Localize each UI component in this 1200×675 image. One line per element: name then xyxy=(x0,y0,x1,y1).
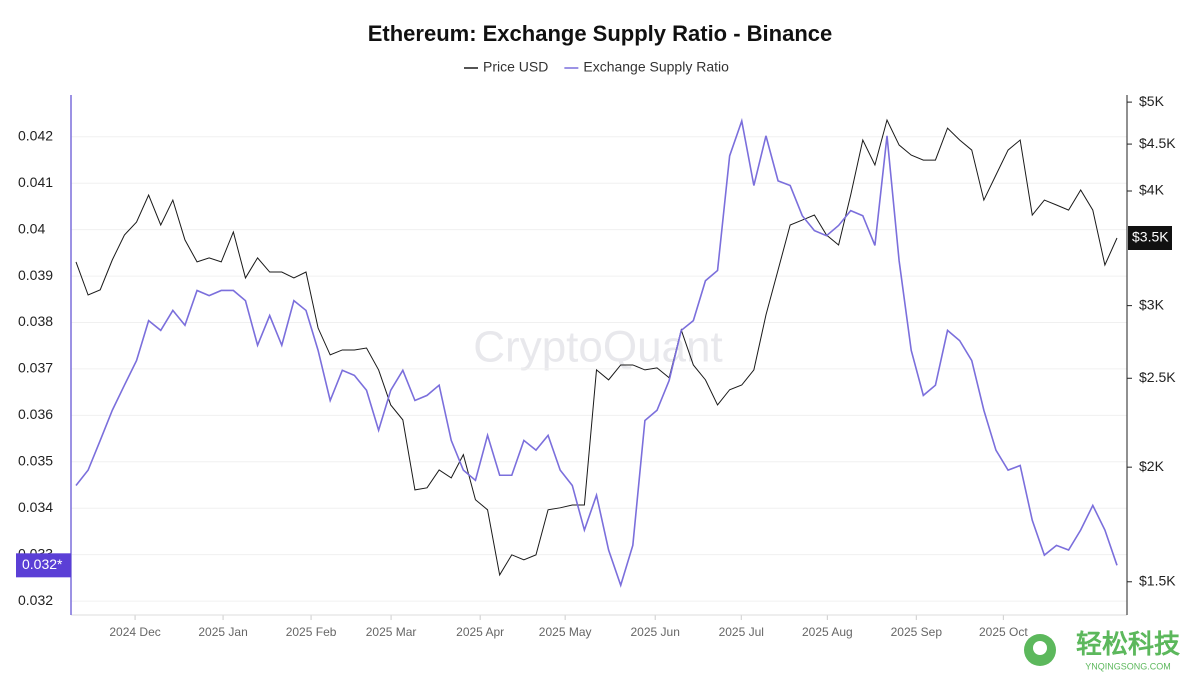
y2-tick-label: $2K xyxy=(1139,458,1165,474)
y2-tick-label: $4.5K xyxy=(1139,135,1176,151)
y2-tick-label: $1.5K xyxy=(1139,572,1176,588)
y2-tick-label: $5K xyxy=(1139,93,1165,109)
y-tick-label: 0.034 xyxy=(18,499,53,515)
current-value-box xyxy=(1128,225,1172,250)
y-tick-label: 0.037 xyxy=(18,360,53,376)
corner-logo: 轻松科技 YNQINGSONG.COM xyxy=(1024,629,1180,671)
y-tick-label: 0.039 xyxy=(18,267,53,283)
x-tick-label: 2025 Jul xyxy=(719,625,764,639)
y-tick-label: 0.038 xyxy=(18,313,53,329)
x-tick-label: 2025 May xyxy=(539,625,592,639)
x-tick-label: 2025 Jan xyxy=(198,625,247,639)
y-tick-label: 0.041 xyxy=(18,174,53,190)
current-value-box xyxy=(16,553,71,578)
y-tick-label: 0.042 xyxy=(18,127,53,143)
x-tick-label: 2025 Feb xyxy=(286,625,337,639)
logo-text: 轻松科技 xyxy=(1076,629,1180,659)
legend-label: Exchange Supply Ratio xyxy=(583,59,729,75)
watermark: CryptoQuant xyxy=(473,323,722,372)
current-value-label: 0.032* xyxy=(22,556,63,572)
x-tick-label: 2025 Jun xyxy=(631,625,680,639)
y2-tick-label: $2.5K xyxy=(1139,369,1176,385)
series-line xyxy=(75,117,1118,588)
y-tick-label: 0.04 xyxy=(18,220,45,236)
y-tick-label: 0.036 xyxy=(18,406,53,422)
logo-url: YNQINGSONG.COM xyxy=(1085,661,1171,671)
x-tick-label: 2025 Oct xyxy=(979,625,1028,639)
x-tick-label: 2025 Aug xyxy=(802,625,853,639)
y2-tick-label: $4K xyxy=(1139,182,1165,198)
logo-eye xyxy=(1033,641,1047,655)
y2-tick-label: $3K xyxy=(1139,296,1165,312)
legend-label: Price USD xyxy=(483,59,548,75)
y-tick-label: 0.035 xyxy=(18,452,53,468)
legend: Price USD Exchange Supply Ratio xyxy=(464,59,729,75)
x-tick-label: 2025 Apr xyxy=(456,625,504,639)
plot-area: 0.0320.0330.0340.0350.0360.0370.0380.039… xyxy=(16,93,1176,639)
series-line xyxy=(75,118,1118,577)
x-tick-label: 2024 Dec xyxy=(109,625,160,639)
x-tick-label: 2025 Mar xyxy=(366,625,417,639)
y-tick-label: 0.032 xyxy=(18,592,53,608)
current-value-label: $3.5K xyxy=(1132,229,1169,245)
x-tick-label: 2025 Sep xyxy=(891,625,943,639)
chart-title: Ethereum: Exchange Supply Ratio - Binanc… xyxy=(368,21,833,46)
